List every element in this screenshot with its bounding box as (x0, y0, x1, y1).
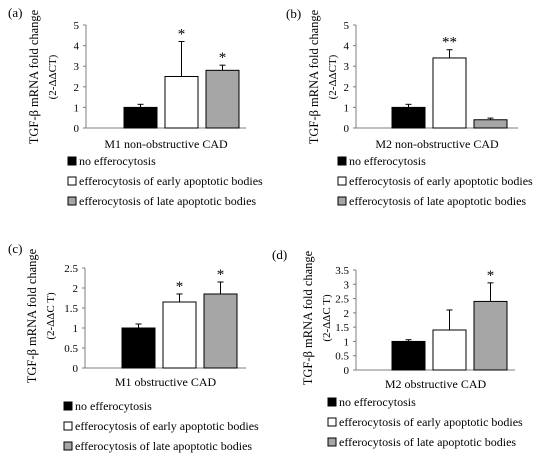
y-tick-label: 0.5 (335, 351, 349, 363)
y-tick-label: 3 (74, 61, 80, 73)
panel-label: (b) (286, 6, 301, 21)
significance-marker: * (217, 267, 225, 283)
legend-label: efferocytosis of late apoptotic bodies (349, 194, 526, 208)
legend-label: efferocytosis of late apoptotic bodies (75, 439, 252, 453)
y-tick-label: 0 (344, 365, 350, 377)
bar (203, 293, 238, 369)
legend-swatch (337, 156, 347, 166)
y-tick-label: 1.5 (335, 322, 349, 334)
y-tick-label: 2 (344, 308, 350, 320)
panel-3: (d) TGF-β mRNA fold change (2-ΔΔC T) 0 0.5 1 1… (272, 247, 523, 449)
legend-swatch (63, 421, 73, 431)
panel-2: (c)TGF-β mRNA fold change (2-ΔΔC T) 0 0.5 1 1… (8, 241, 259, 453)
panel-label: (a) (8, 5, 22, 20)
bar (432, 329, 467, 371)
panel-1: (b) TGF-β mRNA fold change (2-ΔΔCT) 0 1 2 3 4 5 *… (286, 6, 533, 208)
legend-label: efferocytosis of late apoptotic bodies (79, 194, 256, 208)
legend-swatch (63, 401, 73, 411)
legend-label: no efferocytosis (339, 395, 416, 409)
legend-swatch (63, 441, 73, 451)
legend-swatch (327, 397, 337, 407)
legend-label: efferocytosis of early apoptotic bodies (339, 415, 523, 429)
x-category-label: M2 obstructive CAD (385, 377, 487, 391)
significance-marker: * (487, 268, 495, 284)
significance-marker: * (176, 279, 184, 295)
y-tick-label: 5 (344, 20, 350, 32)
y-tick-label: 3 (344, 279, 350, 291)
panel-label: (c) (8, 241, 22, 256)
bar (473, 119, 508, 129)
y-axis-unit: (2-ΔΔCT) (47, 54, 59, 99)
significance-marker: ** (442, 35, 457, 51)
x-category-label: M2 non-obstructive CAD (375, 137, 499, 151)
legend-label: no efferocytosis (349, 154, 426, 168)
y-tick-label: 0 (73, 363, 79, 375)
legend-swatch (337, 176, 347, 186)
y-tick-label: 2 (73, 283, 79, 295)
y-tick-label: 1 (344, 336, 350, 348)
legend-swatch (327, 437, 337, 447)
bar (473, 300, 508, 371)
legend-label: efferocytosis of early apoptotic bodies (75, 419, 259, 433)
y-tick-label: 2 (344, 82, 350, 94)
y-tick-label: 4 (74, 41, 80, 53)
y-axis-unit: (2-ΔΔC T) (321, 294, 333, 342)
bar (121, 327, 156, 369)
y-tick-label: 2.5 (335, 294, 349, 306)
y-tick-label: 0 (344, 123, 350, 135)
legend-swatch (67, 156, 77, 166)
bar (205, 69, 240, 129)
panel-0: (a) TGF-β mRNA fold change (2-ΔΔCT) 0 1 2 3 4 5 *… (8, 5, 263, 208)
legend-swatch (67, 196, 77, 206)
legend-swatch (337, 196, 347, 206)
legend-label: no efferocytosis (79, 154, 156, 168)
significance-marker: * (178, 26, 186, 42)
legend-label: efferocytosis of late apoptotic bodies (339, 435, 516, 449)
y-axis-unit: (2-ΔΔCT) (327, 54, 339, 99)
y-axis-label: TGF-β mRNA fold change (27, 9, 41, 144)
y-tick-label: 0.5 (64, 343, 78, 355)
y-tick-label: 1 (74, 102, 80, 114)
bar (164, 76, 199, 129)
panel-label: (d) (272, 247, 287, 262)
legend-swatch (327, 417, 337, 427)
bar (432, 57, 467, 129)
legend-label: efferocytosis of early apoptotic bodies (79, 174, 263, 188)
y-tick-label: 4 (344, 41, 350, 53)
bar (391, 106, 426, 129)
y-axis-unit: (2-ΔΔC T) (45, 292, 57, 340)
legend-label: no efferocytosis (75, 399, 152, 413)
significance-marker: * (219, 50, 227, 66)
x-category-label: M1 non-obstructive CAD (104, 137, 228, 151)
legend-label: efferocytosis of early apoptotic bodies (349, 174, 533, 188)
y-tick-label: 0 (74, 123, 80, 135)
y-axis-label: TGF-β mRNA fold change (307, 9, 321, 144)
bar (123, 106, 158, 129)
y-tick-label: 3.5 (335, 265, 349, 277)
y-axis-label: TGF-β mRNA fold change (301, 250, 315, 385)
y-tick-label: 3 (344, 61, 350, 73)
y-tick-label: 1 (73, 323, 79, 335)
y-tick-label: 1 (344, 102, 350, 114)
y-tick-label: 2.5 (64, 263, 78, 275)
y-axis-label: TGF-β mRNA fold change (25, 248, 39, 383)
x-category-label: M1 obstructive CAD (115, 375, 217, 389)
y-tick-label: 5 (74, 20, 80, 32)
bar (391, 340, 426, 371)
legend-swatch (67, 176, 77, 186)
y-tick-label: 2 (74, 82, 80, 94)
bar (162, 301, 197, 369)
y-tick-label: 1.5 (64, 303, 78, 315)
